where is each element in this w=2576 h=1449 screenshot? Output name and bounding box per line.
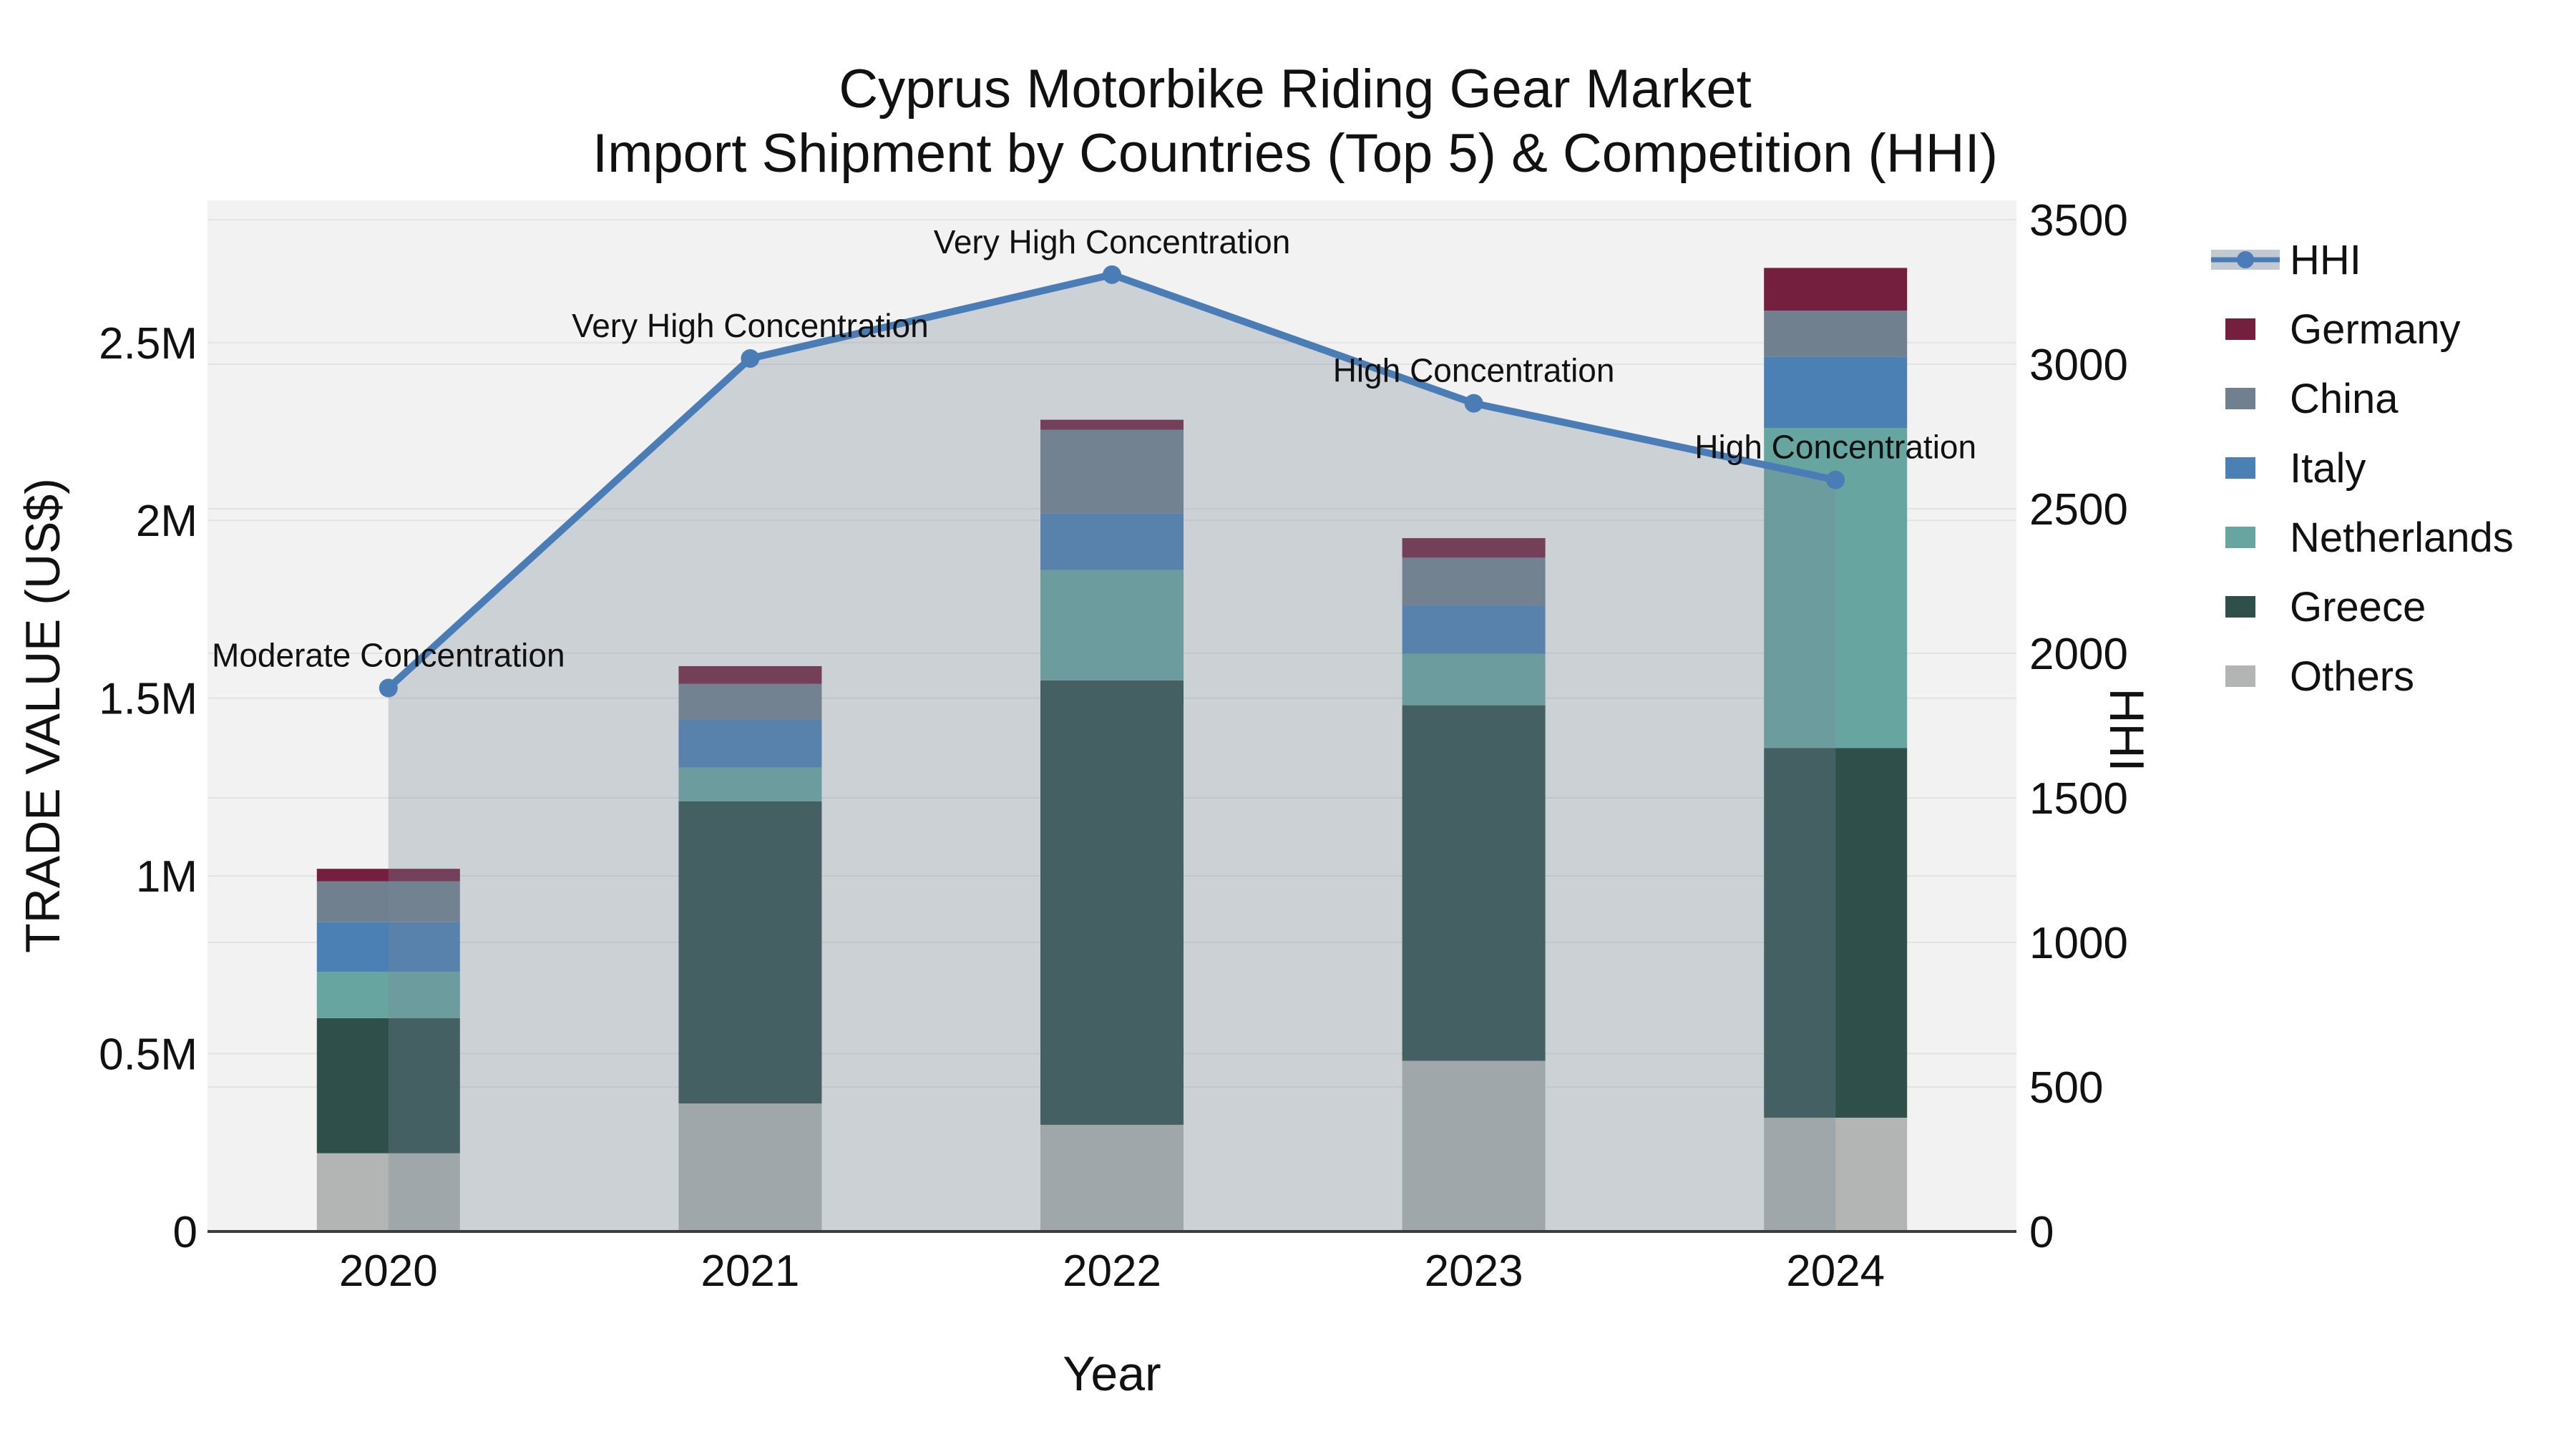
bar-segment-china-2020[interactable] xyxy=(316,881,460,922)
bar-segment-germany-2022[interactable] xyxy=(1040,419,1184,430)
bar-segment-greece-2022[interactable] xyxy=(1040,680,1184,1125)
bar-segment-italy-2022[interactable] xyxy=(1040,513,1184,570)
legend-swatch-others[interactable] xyxy=(2225,665,2255,687)
bar-segment-netherlands-2022[interactable] xyxy=(1040,570,1184,680)
x-tick-label-2021: 2021 xyxy=(701,1246,799,1296)
bar-segment-italy-2023[interactable] xyxy=(1402,605,1546,654)
bar-segment-greece-2023[interactable] xyxy=(1402,705,1546,1061)
legend-swatch-germany[interactable] xyxy=(2225,318,2255,340)
bar-segment-netherlands-2023[interactable] xyxy=(1402,653,1546,706)
hhi-marker-2022[interactable] xyxy=(1103,265,1121,284)
legend-label-germany[interactable]: Germany xyxy=(2290,306,2461,353)
legend-label-others[interactable]: Others xyxy=(2290,653,2414,700)
bar-segment-others-2022[interactable] xyxy=(1040,1124,1184,1231)
bar-segment-china-2022[interactable] xyxy=(1040,429,1184,514)
y2-tick-label-2500: 2500 xyxy=(2029,485,2128,535)
bar-segment-germany-2023[interactable] xyxy=(1402,538,1546,558)
bar-segment-china-2024[interactable] xyxy=(1764,311,1908,357)
y2-tick-label-1000: 1000 xyxy=(2029,919,2128,968)
x-tick-label-2022: 2022 xyxy=(1063,1246,1161,1296)
x-tick-label-2024: 2024 xyxy=(1786,1246,1885,1296)
bar-segment-italy-2024[interactable] xyxy=(1764,356,1908,429)
hhi-marker-2024[interactable] xyxy=(1826,470,1845,489)
bar-segment-netherlands-2020[interactable] xyxy=(316,972,460,1018)
annotation-2024: High Concentration xyxy=(1694,429,1976,466)
y-tick-label-2M: 2M xyxy=(136,497,197,546)
y-tick-label-2.5M: 2.5M xyxy=(99,319,197,369)
legend-label-china[interactable]: China xyxy=(2290,376,2399,422)
bar-segment-china-2021[interactable] xyxy=(678,683,822,720)
bar-segment-germany-2020[interactable] xyxy=(316,869,460,882)
y-tick-label-0: 0 xyxy=(173,1208,197,1257)
bar-segment-greece-2024[interactable] xyxy=(1764,748,1908,1118)
bar-segment-germany-2021[interactable] xyxy=(678,665,822,684)
x-tick-label-2023: 2023 xyxy=(1425,1246,1523,1296)
legend-label-greece[interactable]: Greece xyxy=(2290,584,2426,630)
annotation-2023: High Concentration xyxy=(1333,352,1615,389)
legend-label-netherlands[interactable]: Netherlands xyxy=(2290,514,2514,561)
hhi-area-fill xyxy=(388,274,1836,1231)
chart-title-line2: Import Shipment by Countries (Top 5) & C… xyxy=(592,123,1999,184)
hhi-marker-2020[interactable] xyxy=(379,678,398,698)
bar-segment-others-2023[interactable] xyxy=(1402,1060,1546,1231)
bar-segment-others-2021[interactable] xyxy=(678,1103,822,1231)
legend-swatch-china[interactable] xyxy=(2225,388,2255,409)
bar-segment-others-2020[interactable] xyxy=(316,1153,460,1231)
legend-hhi-marker[interactable] xyxy=(2237,251,2254,268)
hhi-marker-2021[interactable] xyxy=(741,348,760,368)
bar-segment-italy-2021[interactable] xyxy=(678,719,822,768)
bar-segment-greece-2021[interactable] xyxy=(678,801,822,1104)
y-tick-label-0.5M: 0.5M xyxy=(99,1030,197,1080)
y-tick-label-1M: 1M xyxy=(136,852,197,902)
annotation-2020: Moderate Concentration xyxy=(212,637,565,674)
legend-label-italy[interactable]: Italy xyxy=(2290,445,2366,492)
y2-tick-label-0: 0 xyxy=(2029,1208,2054,1257)
bar-segment-italy-2020[interactable] xyxy=(316,922,460,972)
legend-label-hhi[interactable]: HHI xyxy=(2290,237,2361,283)
bar-segment-china-2023[interactable] xyxy=(1402,557,1546,606)
bar-segment-others-2024[interactable] xyxy=(1764,1117,1908,1231)
y2-tick-label-3000: 3000 xyxy=(2029,341,2128,390)
hhi-marker-2023[interactable] xyxy=(1464,394,1483,413)
annotation-2021: Very High Concentration xyxy=(572,307,929,344)
annotation-2022: Very High Concentration xyxy=(934,223,1291,260)
bar-segment-greece-2020[interactable] xyxy=(316,1018,460,1153)
x-tick-label-2020: 2020 xyxy=(339,1246,438,1296)
y2-tick-label-1500: 1500 xyxy=(2029,774,2128,824)
legend-swatch-netherlands[interactable] xyxy=(2225,527,2255,548)
chart-title: Cyprus Motorbike Riding Gear Market Impo… xyxy=(592,57,1998,186)
y2-tick-label-500: 500 xyxy=(2029,1063,2103,1113)
x-axis-title: Year xyxy=(1063,1347,1161,1401)
legend-swatch-greece[interactable] xyxy=(2225,596,2255,618)
chart-title-line1: Cyprus Motorbike Riding Gear Market xyxy=(839,59,1752,119)
bar-segment-germany-2024[interactable] xyxy=(1764,268,1908,311)
legend-swatch-italy[interactable] xyxy=(2225,457,2255,479)
y2-tick-label-2000: 2000 xyxy=(2029,630,2128,679)
y-tick-label-1.5M: 1.5M xyxy=(99,675,197,724)
bar-segment-netherlands-2021[interactable] xyxy=(678,767,822,801)
y2-tick-label-3500: 3500 xyxy=(2029,196,2128,245)
